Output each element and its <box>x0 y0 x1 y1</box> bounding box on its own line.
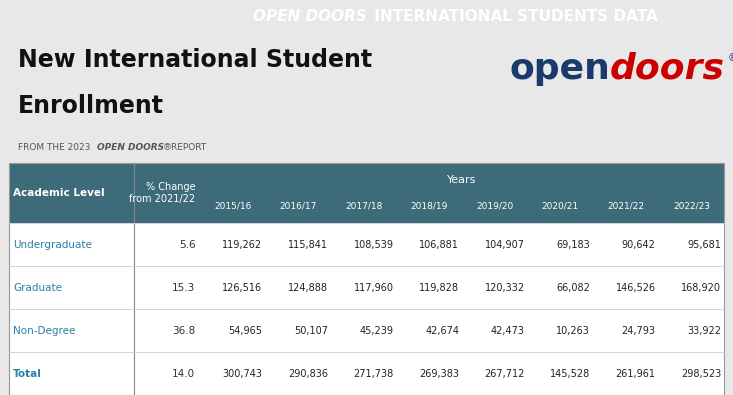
Text: FROM THE 2023: FROM THE 2023 <box>18 143 94 152</box>
Text: 2018/19: 2018/19 <box>410 202 448 211</box>
Text: doors: doors <box>610 52 725 86</box>
Text: 54,965: 54,965 <box>229 325 262 335</box>
Text: 36.8: 36.8 <box>172 325 196 335</box>
Text: 269,383: 269,383 <box>419 369 459 378</box>
Text: 14.0: 14.0 <box>172 369 196 378</box>
Text: 42,674: 42,674 <box>425 325 459 335</box>
Text: 24,793: 24,793 <box>622 325 656 335</box>
Text: 33,922: 33,922 <box>688 325 721 335</box>
Text: 300,743: 300,743 <box>222 369 262 378</box>
Text: 117,960: 117,960 <box>353 282 394 293</box>
Text: 90,642: 90,642 <box>622 240 656 250</box>
Text: 2016/17: 2016/17 <box>279 202 317 211</box>
Text: ®REPORT: ®REPORT <box>163 143 207 152</box>
Text: 2019/20: 2019/20 <box>476 202 513 211</box>
Text: 2021/22: 2021/22 <box>608 202 644 211</box>
Text: INTERNATIONAL STUDENTS DATA: INTERNATIONAL STUDENTS DATA <box>369 9 658 24</box>
Text: OPEN DOORS: OPEN DOORS <box>253 9 366 24</box>
Text: 10,263: 10,263 <box>556 325 590 335</box>
Text: 2015/16: 2015/16 <box>214 202 251 211</box>
Bar <box>9 309 724 352</box>
Bar <box>9 352 724 395</box>
Text: Academic Level: Academic Level <box>13 188 105 198</box>
Text: 2022/23: 2022/23 <box>673 202 710 211</box>
Text: 42,473: 42,473 <box>490 325 525 335</box>
Text: New International Student: New International Student <box>18 48 372 72</box>
Text: Graduate: Graduate <box>13 282 62 293</box>
Text: 15.3: 15.3 <box>172 282 196 293</box>
Text: 95,681: 95,681 <box>688 240 721 250</box>
Text: 267,712: 267,712 <box>485 369 525 378</box>
Text: 168,920: 168,920 <box>681 282 721 293</box>
Text: 66,082: 66,082 <box>556 282 590 293</box>
Text: 119,262: 119,262 <box>222 240 262 250</box>
Text: 115,841: 115,841 <box>288 240 328 250</box>
Text: 290,836: 290,836 <box>288 369 328 378</box>
Bar <box>9 223 724 266</box>
Text: open: open <box>509 52 611 86</box>
Text: 2020/21: 2020/21 <box>542 202 579 211</box>
Text: 146,526: 146,526 <box>616 282 656 293</box>
Text: 5.6: 5.6 <box>179 240 196 250</box>
Text: OPEN DOORS: OPEN DOORS <box>97 143 165 152</box>
Text: 119,828: 119,828 <box>419 282 459 293</box>
Text: 2017/18: 2017/18 <box>345 202 383 211</box>
Bar <box>9 163 724 223</box>
Bar <box>9 266 724 309</box>
Text: Undergraduate: Undergraduate <box>13 240 92 250</box>
Text: 69,183: 69,183 <box>556 240 590 250</box>
Text: 126,516: 126,516 <box>222 282 262 293</box>
Text: ®: ® <box>727 53 733 64</box>
Text: 261,961: 261,961 <box>616 369 656 378</box>
Text: 108,539: 108,539 <box>353 240 394 250</box>
Text: Total: Total <box>13 369 42 378</box>
Text: Years: Years <box>447 175 476 184</box>
Text: 124,888: 124,888 <box>288 282 328 293</box>
Text: 104,907: 104,907 <box>485 240 525 250</box>
Text: 120,332: 120,332 <box>485 282 525 293</box>
Text: 298,523: 298,523 <box>681 369 721 378</box>
Text: Non-Degree: Non-Degree <box>13 325 75 335</box>
Text: 45,239: 45,239 <box>359 325 394 335</box>
Text: 271,738: 271,738 <box>353 369 394 378</box>
Text: 145,528: 145,528 <box>550 369 590 378</box>
Text: 50,107: 50,107 <box>294 325 328 335</box>
Text: Enrollment: Enrollment <box>18 94 164 118</box>
Text: 106,881: 106,881 <box>419 240 459 250</box>
Text: % Change
from 2021/22: % Change from 2021/22 <box>129 182 196 204</box>
